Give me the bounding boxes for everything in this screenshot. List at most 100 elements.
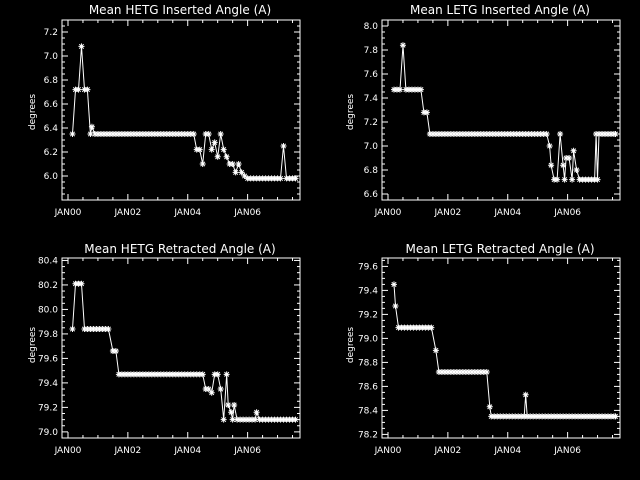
data-point <box>199 371 206 378</box>
data-point <box>214 153 221 160</box>
data-point <box>78 280 85 287</box>
data-point <box>612 413 619 420</box>
data-point <box>292 175 299 182</box>
data-point <box>223 371 230 378</box>
data-point <box>217 131 224 137</box>
x-tick-label: JAN04 <box>493 446 521 456</box>
y-tick-label: 8.0 <box>364 22 379 32</box>
chart-title: Mean HETG Inserted Angle (A) <box>89 3 271 17</box>
data-point <box>417 86 424 93</box>
panel-letg-retracted: Mean LETG Retracted Angle (A) degrees <box>346 242 595 363</box>
data-point <box>570 147 577 154</box>
data-point <box>84 86 91 93</box>
y-tick-label: 6.2 <box>44 148 58 158</box>
panel-hetg-retracted: Mean HETG Retracted Angle (A) degrees <box>28 242 276 363</box>
y-tick-label: 7.2 <box>364 118 378 128</box>
data-point <box>105 326 112 333</box>
data-point <box>238 169 245 176</box>
data-point <box>569 176 576 183</box>
y-tick-label: 79.4 <box>38 379 58 389</box>
data-point <box>78 43 85 50</box>
chart-title: Mean LETG Inserted Angle (A) <box>410 3 590 17</box>
data-point <box>232 169 239 176</box>
data-point <box>253 409 260 416</box>
data-point <box>199 161 206 167</box>
y-tick-label: 79.2 <box>38 403 58 413</box>
y-tick-label: 79.6 <box>38 354 58 364</box>
plot-frame <box>381 257 621 439</box>
data-point <box>214 371 221 378</box>
y-tick-label: 80.4 <box>38 256 58 266</box>
y-tick-label: 7.4 <box>364 94 379 104</box>
data-point <box>88 123 95 130</box>
panel-hetg-inserted: Mean HETG Inserted Angle (A) degrees <box>28 3 271 130</box>
data-point <box>220 416 227 423</box>
data-point <box>561 176 568 183</box>
data-point <box>392 303 399 309</box>
x-tick-label: JAN04 <box>493 208 521 218</box>
y-tick-label: 78.4 <box>358 406 378 416</box>
y-tick-label: 7.8 <box>364 46 379 56</box>
plot-3: JAN00 JAN02 JAN04 JAN06 78.2 78.4 78.6 78.8 79.0… <box>358 257 621 456</box>
x-tick-label: JAN00 <box>374 446 402 456</box>
data-point <box>69 326 76 333</box>
y-tick-label: 79.2 <box>358 310 378 320</box>
x-tick-label: JAN00 <box>54 208 82 218</box>
data-point <box>208 146 215 153</box>
data-point <box>75 86 82 93</box>
data-point <box>211 139 218 146</box>
y-tick-label: 7.0 <box>44 52 59 62</box>
data-point <box>208 389 215 396</box>
data-point <box>229 161 236 167</box>
plot-2: JAN00 JAN02 JAN04 JAN06 79.0 79.2 79.4 79.6 79.8… <box>38 256 301 456</box>
y-tick-label: 7.0 <box>364 142 379 152</box>
x-tick-label: JAN06 <box>553 208 581 218</box>
y-tick-label: 7.6 <box>364 70 379 80</box>
x-tick-label: JAN02 <box>113 208 141 218</box>
x-tick-label: JAN06 <box>233 446 261 456</box>
data-point <box>483 369 490 375</box>
y-tick-label: 78.6 <box>358 382 378 392</box>
plot-0: JAN00 JAN02 JAN04 JAN06 6.0 6.2 6.4 6.6 6.8 7.0 7.… <box>44 19 301 218</box>
data-point <box>292 416 299 423</box>
x-tick-label: JAN00 <box>374 208 402 218</box>
y-tick-label: 7.2 <box>44 28 58 38</box>
data-point <box>548 162 555 169</box>
data-point <box>217 386 224 393</box>
data-point <box>87 131 94 137</box>
y-axis-label: degrees <box>28 327 38 364</box>
data-point <box>223 153 230 160</box>
data-point <box>573 167 580 173</box>
y-tick-label: 6.6 <box>364 190 379 200</box>
y-tick-label: 79.0 <box>38 428 58 438</box>
data-point <box>252 416 259 423</box>
y-tick-label: 80.0 <box>38 305 58 315</box>
y-tick-label: 6.0 <box>44 172 59 182</box>
plot-1: JAN00 JAN02 JAN04 JAN06 6.6 6.8 7.0 7.2 7.4 7.6 7.… <box>364 19 621 218</box>
x-tick-label: JAN02 <box>113 446 141 456</box>
y-axis-label: degrees <box>28 94 38 131</box>
data-point <box>428 324 435 331</box>
chart-title: Mean LETG Retracted Angle (A) <box>405 242 594 256</box>
x-tick-label: JAN02 <box>433 446 461 456</box>
x-tick-label: JAN06 <box>233 208 261 218</box>
data-point <box>566 155 573 161</box>
data-point <box>241 173 248 179</box>
data-point <box>225 401 232 408</box>
y-tick-label: 6.8 <box>44 76 59 86</box>
data-point <box>399 42 406 49</box>
panel-letg-inserted: Mean LETG Inserted Angle (A) degrees <box>346 3 590 130</box>
y-axis-label: degrees <box>346 94 356 131</box>
data-point <box>612 131 619 137</box>
data-point <box>229 416 236 423</box>
data-point <box>280 143 287 149</box>
data-point <box>423 109 430 116</box>
data-point <box>112 348 119 355</box>
data-point <box>486 403 493 410</box>
data-point <box>228 409 235 416</box>
y-tick-label: 6.4 <box>44 124 59 134</box>
data-point <box>522 391 529 398</box>
data-point <box>196 146 203 153</box>
y-tick-label: 78.2 <box>358 430 378 440</box>
